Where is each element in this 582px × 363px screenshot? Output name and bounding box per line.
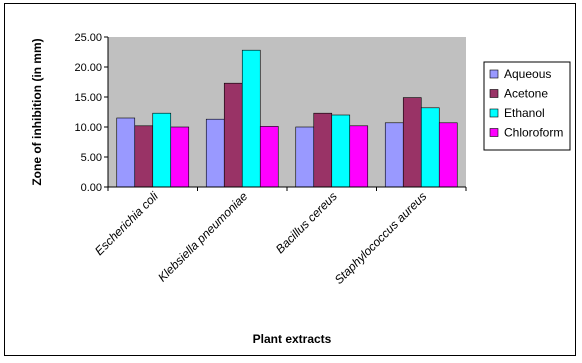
x-tick-label: Escherichia coli bbox=[92, 189, 161, 258]
bar-chloroform-1 bbox=[170, 126, 190, 188]
legend-swatch bbox=[489, 128, 499, 137]
x-axis bbox=[107, 186, 467, 191]
legend-box bbox=[483, 61, 571, 151]
bar-acetone-1 bbox=[134, 125, 154, 188]
bar-acetone-3 bbox=[313, 112, 333, 188]
x-axis-title: Plant extracts bbox=[253, 332, 332, 346]
bar-aqueous-1 bbox=[116, 117, 136, 188]
y-tick-label: 15.00 bbox=[74, 92, 102, 104]
bar-chloroform-3 bbox=[349, 125, 369, 188]
bar-aqueous-2 bbox=[205, 118, 225, 188]
legend-swatch bbox=[489, 89, 499, 98]
bar-ethanol-3 bbox=[331, 114, 351, 188]
y-tick-label: 5.00 bbox=[81, 152, 102, 164]
legend-label: Aqueous bbox=[504, 67, 551, 81]
legend-swatch bbox=[489, 69, 499, 79]
legend-label: Acetone bbox=[504, 87, 548, 101]
bar-acetone-2 bbox=[223, 82, 243, 188]
bar-ethanol-1 bbox=[152, 112, 172, 188]
bars bbox=[116, 49, 458, 188]
bar-ethanol-2 bbox=[241, 49, 261, 188]
x-tick-label: Klebsiella pneumoniae bbox=[155, 189, 251, 285]
x-tick-label: Bacillus cereus bbox=[273, 189, 340, 256]
bar-acetone-4 bbox=[402, 97, 422, 188]
legend-label: Ethanol bbox=[504, 106, 545, 120]
x-tick-label: Staphylococcus aureus bbox=[332, 189, 430, 287]
y-tick-label: 0.00 bbox=[81, 182, 102, 194]
y-tick-label: 20.00 bbox=[74, 62, 102, 74]
y-tick-label: 25.00 bbox=[74, 32, 102, 44]
y-axis-title: Zone of inhibition (in mm) bbox=[30, 38, 44, 185]
legend: Aqueous Acetone Ethanol Chloroform bbox=[483, 61, 571, 151]
bar-aqueous-4 bbox=[384, 122, 404, 188]
bar-aqueous-3 bbox=[295, 126, 315, 188]
y-axis: 0.00 5.00 10.00 15.00 20.00 25.00 bbox=[74, 32, 109, 194]
legend-swatch bbox=[489, 108, 499, 118]
bar-chloroform-4 bbox=[438, 122, 458, 188]
bar-chloroform-2 bbox=[259, 126, 279, 188]
legend-label: Chloroform bbox=[504, 126, 563, 140]
bar-ethanol-4 bbox=[420, 107, 440, 188]
y-tick-label: 10.00 bbox=[74, 122, 102, 134]
